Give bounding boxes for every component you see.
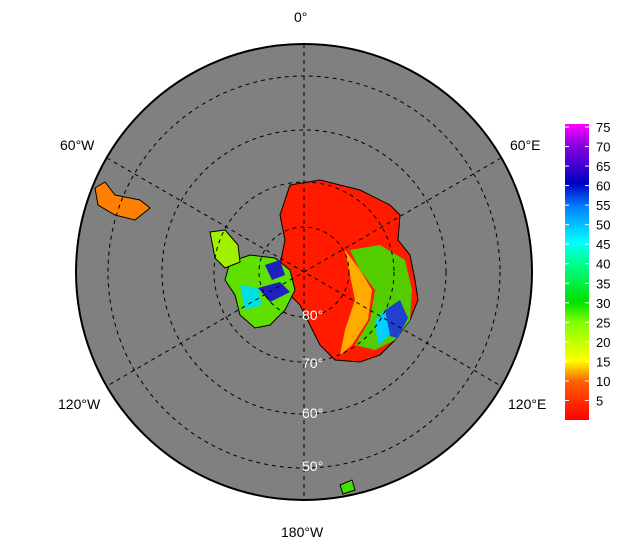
colorbar-tick-label: 65 xyxy=(596,159,610,174)
colorbar-tick-label: 10 xyxy=(596,374,610,389)
small-island xyxy=(339,479,356,495)
colorbar-tick-label: 60 xyxy=(596,179,610,194)
lat-label-60: 60° xyxy=(302,405,323,421)
colorbar-tick-label: 20 xyxy=(596,335,610,350)
lat-label-70: 70° xyxy=(302,355,323,371)
west-cyan-patch xyxy=(240,285,262,310)
colorbar-tick-label: 35 xyxy=(596,276,610,291)
colorbar-tick-label: 55 xyxy=(596,198,610,213)
lat-label-80: 80° xyxy=(302,307,323,323)
east-yellow-band xyxy=(340,250,372,355)
colorbar-tick-label: 25 xyxy=(596,315,610,330)
colorbar xyxy=(565,124,589,420)
colorbar-tick-label: 5 xyxy=(596,393,603,408)
colorbar-tick-label: 70 xyxy=(596,140,610,155)
meridian-60e-120w xyxy=(106,157,502,387)
colorbar-tick-label: 45 xyxy=(596,237,610,252)
meridian-label-180w: 180°W xyxy=(281,524,324,540)
south-america-tip xyxy=(94,181,151,221)
west-blue-patch-1 xyxy=(265,260,285,280)
meridian-label-120e: 120°E xyxy=(508,396,546,412)
meridian-label-60w: 60°W xyxy=(60,137,95,153)
colorbar-ticks: 75 70 65 60 55 50 45 40 35 30 25 20 15 10 5 xyxy=(565,120,610,408)
lat-70-ring xyxy=(213,181,395,363)
east-cyan-patch xyxy=(375,310,390,345)
east-blue-patch xyxy=(385,300,408,338)
lat-60-ring xyxy=(161,129,447,415)
meridian-label-0: 0° xyxy=(294,9,307,25)
colorbar-tick-label: 75 xyxy=(596,120,610,135)
graticule xyxy=(106,44,502,500)
lat-label-50: 50° xyxy=(302,458,323,474)
colorbar-tick-label: 15 xyxy=(596,354,610,369)
meridian-label-120w: 120°W xyxy=(58,396,101,412)
colorbar-tick-label: 50 xyxy=(596,218,610,233)
colorbar-tick-label: 40 xyxy=(596,257,610,272)
colorbar-tick-label: 30 xyxy=(596,296,610,311)
lat-80-ring xyxy=(258,226,350,318)
meridian-label-60e: 60°E xyxy=(510,137,541,153)
